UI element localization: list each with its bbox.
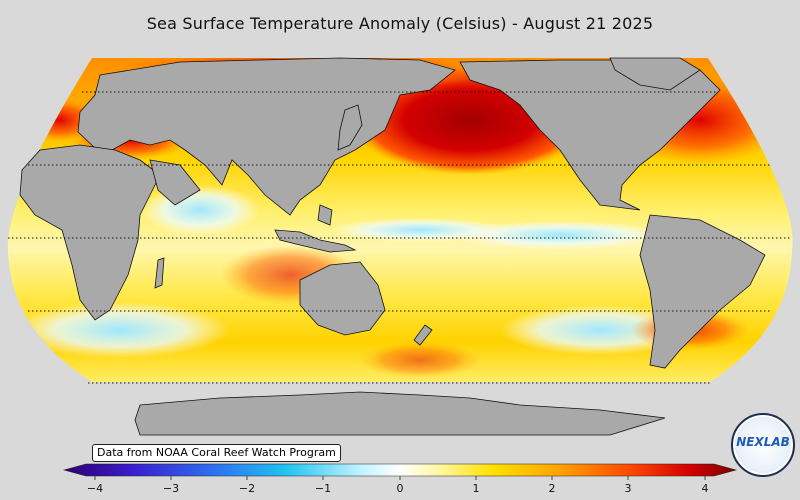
australia [299, 261, 386, 336]
antarctica [134, 391, 666, 436]
greenland [609, 57, 701, 91]
colorbar-tick-label: −2 [238, 482, 256, 495]
madagascar [154, 257, 165, 289]
latitude-gridlines [8, 91, 792, 384]
map-title: Sea Surface Temperature Anomaly (Celsius… [146, 14, 654, 33]
logo-text: NEXLAB [736, 435, 790, 449]
south-america [639, 214, 766, 369]
colorbar-tick-label: 3 [624, 482, 632, 495]
africa [19, 144, 161, 321]
colorbar-tick-label: 1 [472, 482, 480, 495]
arabia [149, 159, 201, 206]
colorbar-tick-labels: −4 −3 −2 −1 0 1 2 3 4 [0, 482, 800, 496]
land-masses [19, 57, 766, 436]
colorbar-tick-label: 2 [548, 482, 556, 495]
colorbar-tick-label: 0 [396, 482, 404, 495]
data-credit: Data from NOAA Coral Reef Watch Program [92, 444, 341, 462]
colorbar-tick-label: 4 [701, 482, 709, 495]
maritime-continent [274, 229, 357, 253]
nexlab-logo[interactable]: NEXLAB [731, 413, 795, 477]
new-zealand [413, 324, 433, 346]
colorbar-tick-marks [94, 476, 706, 480]
colorbar-tick-label: −3 [162, 482, 180, 495]
colorbar [62, 463, 738, 477]
japan [337, 104, 363, 151]
north-america [459, 59, 721, 211]
colorbar-tick-label: −1 [314, 482, 332, 495]
colorbar-tick-label: −4 [86, 482, 104, 495]
